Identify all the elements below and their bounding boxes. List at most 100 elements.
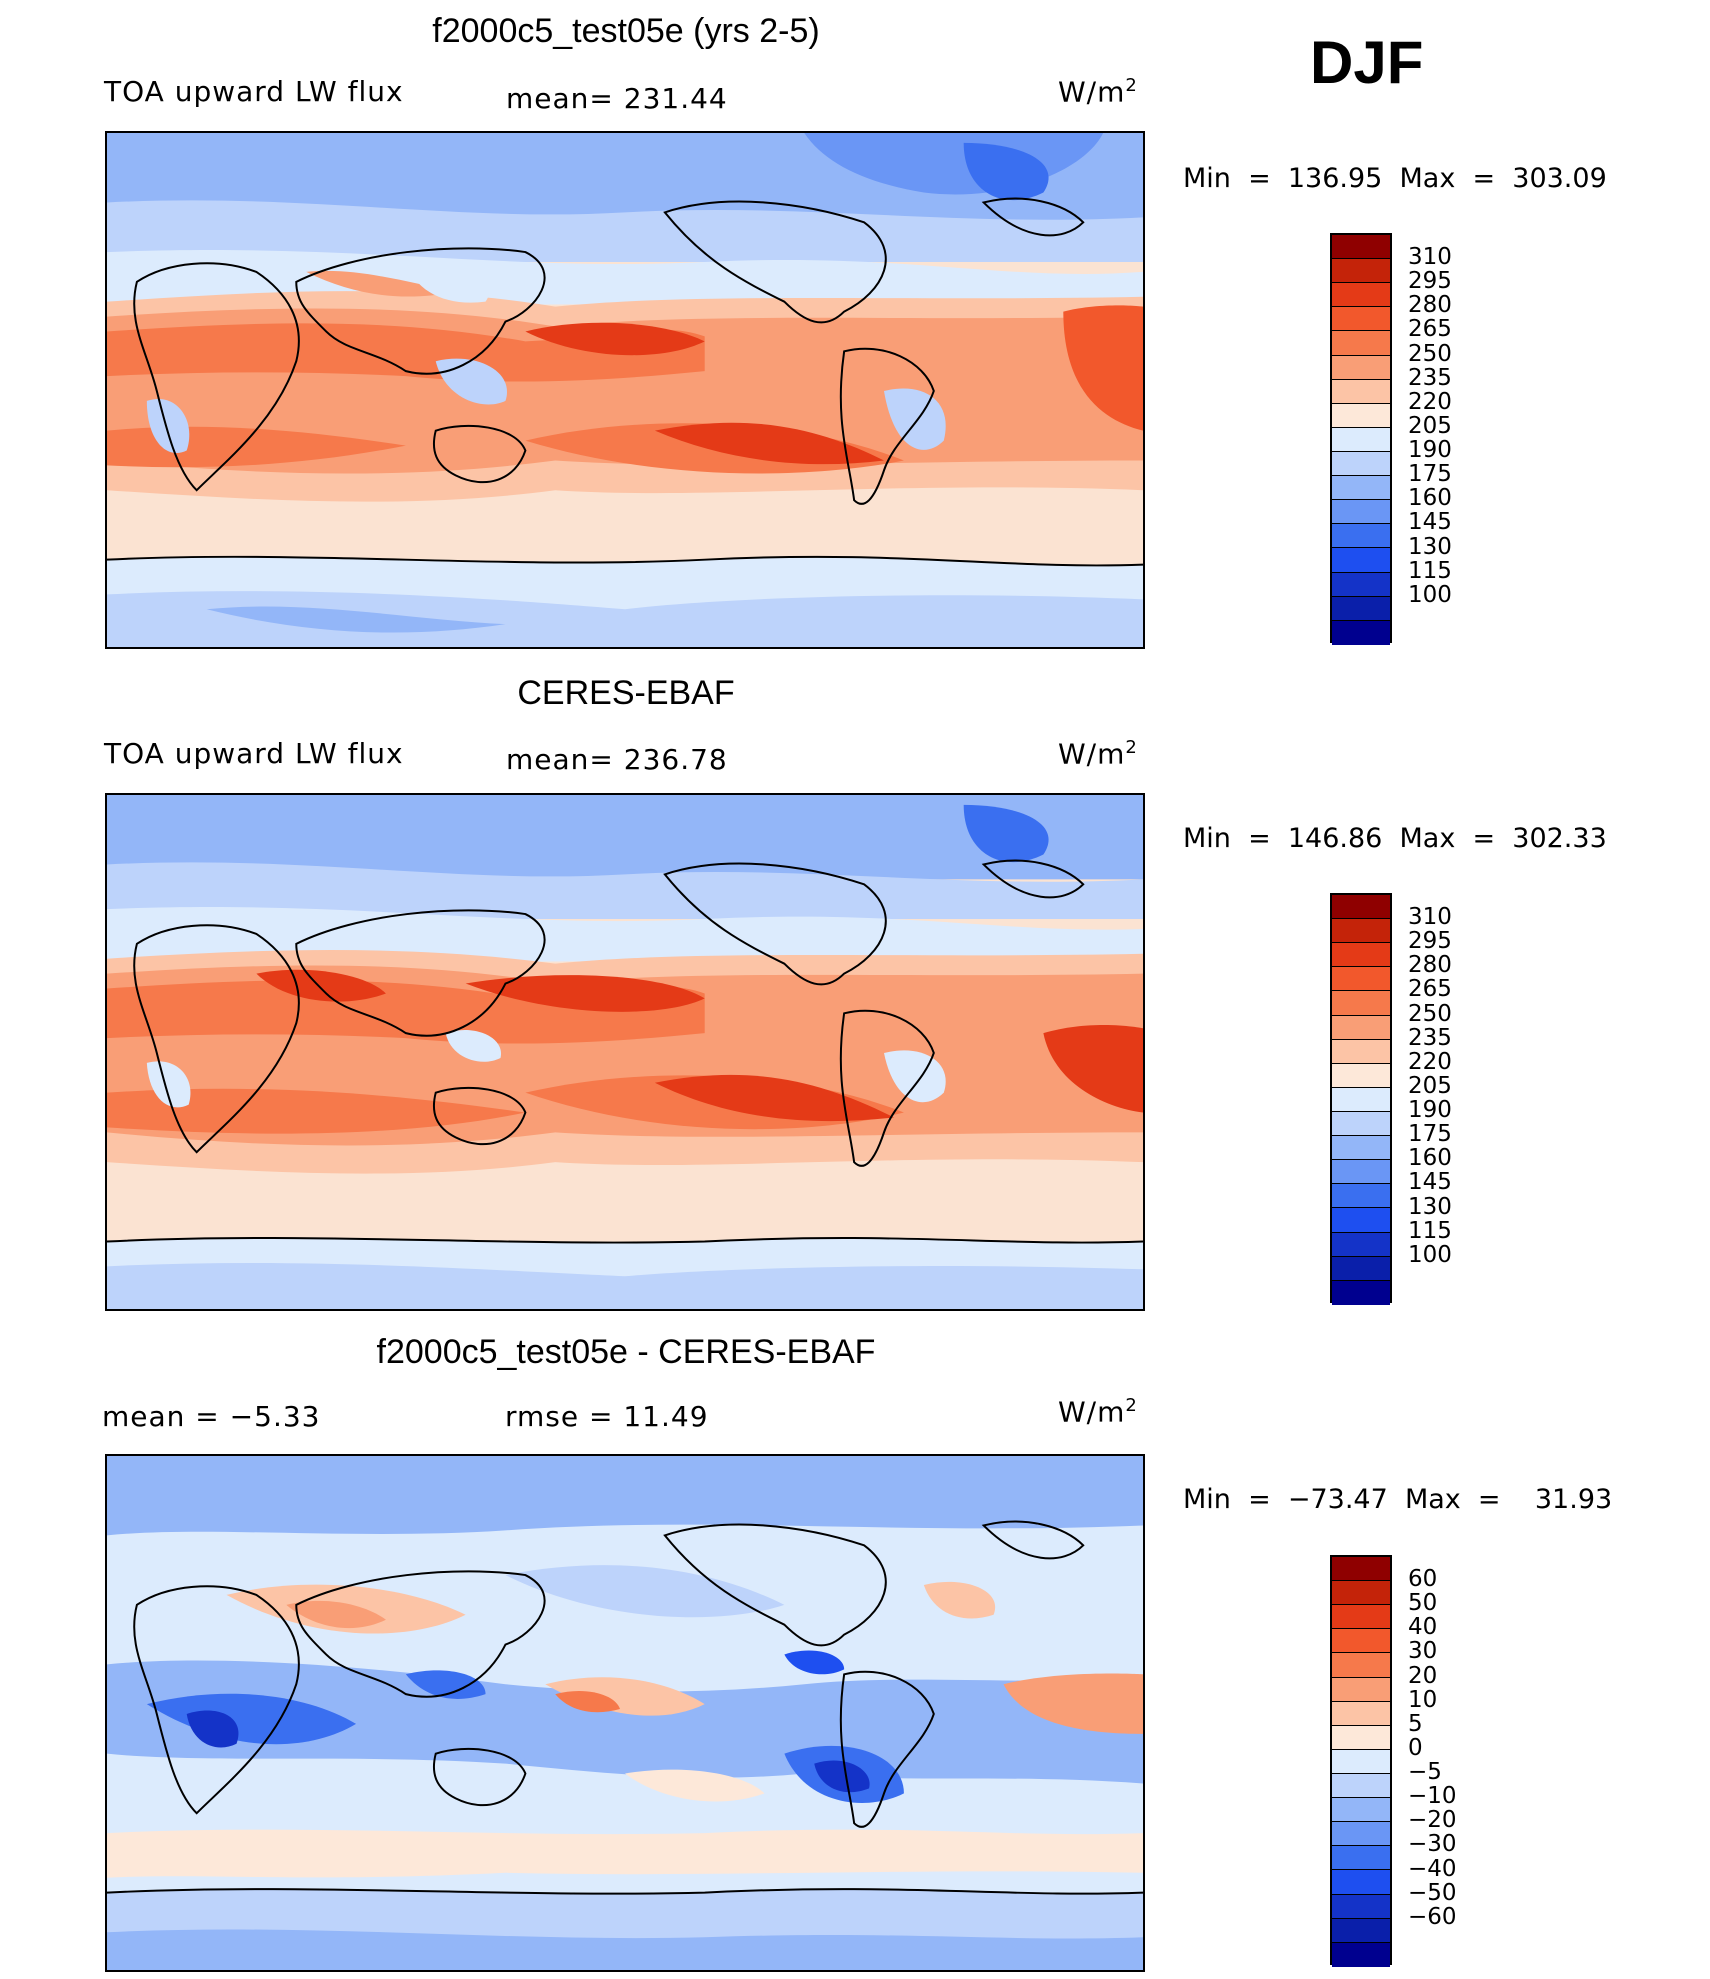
colorbar-swatch (1332, 524, 1390, 549)
colorbar-tick-label: −5 (1408, 1759, 1442, 1786)
colorbar-swatch (1332, 1822, 1390, 1847)
panel-3-mean-label: mean = −5.33 (102, 1400, 321, 1433)
colorbar-swatch (1332, 1136, 1390, 1161)
colorbar-swatch (1332, 283, 1390, 308)
colorbar-swatch (1332, 379, 1390, 404)
panel-1-min-max: Min = 136.95 Max = 303.09 (1183, 163, 1607, 194)
panel-1-mean-label: mean= 231.44 (506, 82, 728, 115)
panel-1-title: f2000c5_test05e (yrs 2-5) (432, 12, 820, 50)
colorbar-swatch (1332, 1629, 1390, 1654)
panel-1-colorbar (1330, 233, 1392, 645)
panel-3-map (105, 1454, 1145, 1972)
panel-3-units: W/m2 (1058, 1395, 1138, 1429)
colorbar-tick-label: 280 (1408, 952, 1452, 979)
colorbar-swatch (1332, 1208, 1390, 1233)
panel-3-min-max: Min = −73.47 Max = 31.93 (1183, 1484, 1613, 1515)
colorbar-tick-label: 190 (1408, 437, 1452, 464)
colorbar-tick-label: 295 (1408, 928, 1452, 955)
colorbar-swatch (1332, 307, 1390, 332)
colorbar-swatch (1332, 919, 1390, 944)
colorbar-swatch (1332, 1846, 1390, 1871)
colorbar-swatch (1332, 572, 1390, 597)
colorbar-swatch (1332, 1870, 1390, 1895)
colorbar-tick-label: −40 (1408, 1855, 1457, 1882)
colorbar-swatch (1332, 1942, 1390, 1967)
colorbar-tick-label: −50 (1408, 1879, 1457, 1906)
colorbar-tick-label: 295 (1408, 268, 1452, 295)
colorbar-tick-label: 0 (1408, 1734, 1423, 1761)
colorbar-swatch (1332, 1256, 1390, 1281)
panel-2-title: CERES-EBAF (517, 674, 735, 712)
colorbar-tick-label: 250 (1408, 340, 1452, 367)
colorbar-tick-label: −30 (1408, 1831, 1457, 1858)
colorbar-tick-label: −60 (1408, 1903, 1457, 1930)
colorbar-swatch (1332, 331, 1390, 356)
colorbar-swatch (1332, 1160, 1390, 1185)
colorbar-tick-label: 10 (1408, 1686, 1438, 1713)
colorbar-tick-label: 160 (1408, 485, 1452, 512)
colorbar-tick-label: 190 (1408, 1097, 1452, 1124)
colorbar-tick-label: 235 (1408, 364, 1452, 391)
colorbar-swatch (1332, 1677, 1390, 1702)
colorbar-swatch (1332, 1232, 1390, 1257)
colorbar-swatch (1332, 895, 1390, 920)
colorbar-tick-label: 160 (1408, 1145, 1452, 1172)
panel-2-colorbar (1330, 893, 1392, 1305)
colorbar-swatch (1332, 1087, 1390, 1112)
panel-2-map-svg (107, 795, 1143, 1309)
colorbar-swatch (1332, 1557, 1390, 1582)
colorbar-swatch (1332, 991, 1390, 1016)
colorbar-tick-label: 205 (1408, 1072, 1452, 1099)
colorbar-tick-label: 175 (1408, 1121, 1452, 1148)
colorbar-swatch (1332, 967, 1390, 992)
colorbar-tick-label: 235 (1408, 1024, 1452, 1051)
colorbar-swatch (1332, 620, 1390, 645)
panel-2-units: W/m2 (1058, 737, 1138, 771)
colorbar-swatch (1332, 548, 1390, 573)
panel-3-map-svg (107, 1456, 1143, 1970)
colorbar-tick-label: 115 (1408, 1217, 1452, 1244)
colorbar-swatch (1332, 1773, 1390, 1799)
colorbar-swatch (1332, 1184, 1390, 1209)
colorbar-swatch (1332, 355, 1390, 380)
colorbar-tick-label: 5 (1408, 1710, 1423, 1737)
colorbar-swatch (1332, 403, 1390, 428)
colorbar-swatch (1332, 427, 1390, 452)
colorbar-tick-label: 145 (1408, 1169, 1452, 1196)
colorbar-tick-label: 130 (1408, 533, 1452, 560)
panel-2-variable-label: TOA upward LW flux (104, 737, 404, 770)
colorbar-swatch (1332, 1111, 1390, 1137)
colorbar-swatch (1332, 451, 1390, 477)
colorbar-tick-label: 100 (1408, 581, 1452, 608)
colorbar-tick-label: 220 (1408, 388, 1452, 415)
colorbar-swatch (1332, 1918, 1390, 1943)
colorbar-tick-label: 310 (1408, 904, 1452, 931)
colorbar-swatch (1332, 1701, 1390, 1726)
colorbar-tick-label: 175 (1408, 461, 1452, 488)
colorbar-swatch (1332, 1581, 1390, 1606)
panel-3-colorbar (1330, 1555, 1392, 1967)
colorbar-tick-label: 205 (1408, 412, 1452, 439)
colorbar-tick-label: 265 (1408, 976, 1452, 1003)
panel-3-rmse-label: rmse = 11.49 (505, 1400, 709, 1433)
colorbar-tick-label: 130 (1408, 1193, 1452, 1220)
colorbar-swatch (1332, 596, 1390, 621)
colorbar-swatch (1332, 259, 1390, 284)
colorbar-tick-label: −10 (1408, 1783, 1457, 1810)
panel-1-map (105, 131, 1145, 649)
colorbar-tick-label: 40 (1408, 1614, 1438, 1641)
colorbar-tick-label: 280 (1408, 292, 1452, 319)
colorbar-swatch (1332, 1015, 1390, 1040)
season-label: DJF (1310, 29, 1424, 96)
colorbar-tick-label: 220 (1408, 1048, 1452, 1075)
colorbar-swatch (1332, 500, 1390, 525)
colorbar-swatch (1332, 476, 1390, 501)
colorbar-tick-label: 265 (1408, 316, 1452, 343)
colorbar-tick-label: 50 (1408, 1590, 1438, 1617)
colorbar-tick-label: 60 (1408, 1566, 1438, 1593)
panel-3-title: f2000c5_test05e - CERES-EBAF (376, 1333, 876, 1371)
colorbar-tick-label: 20 (1408, 1662, 1438, 1689)
colorbar-swatch (1332, 235, 1390, 260)
colorbar-tick-label: 250 (1408, 1000, 1452, 1027)
colorbar-tick-label: 30 (1408, 1638, 1438, 1665)
